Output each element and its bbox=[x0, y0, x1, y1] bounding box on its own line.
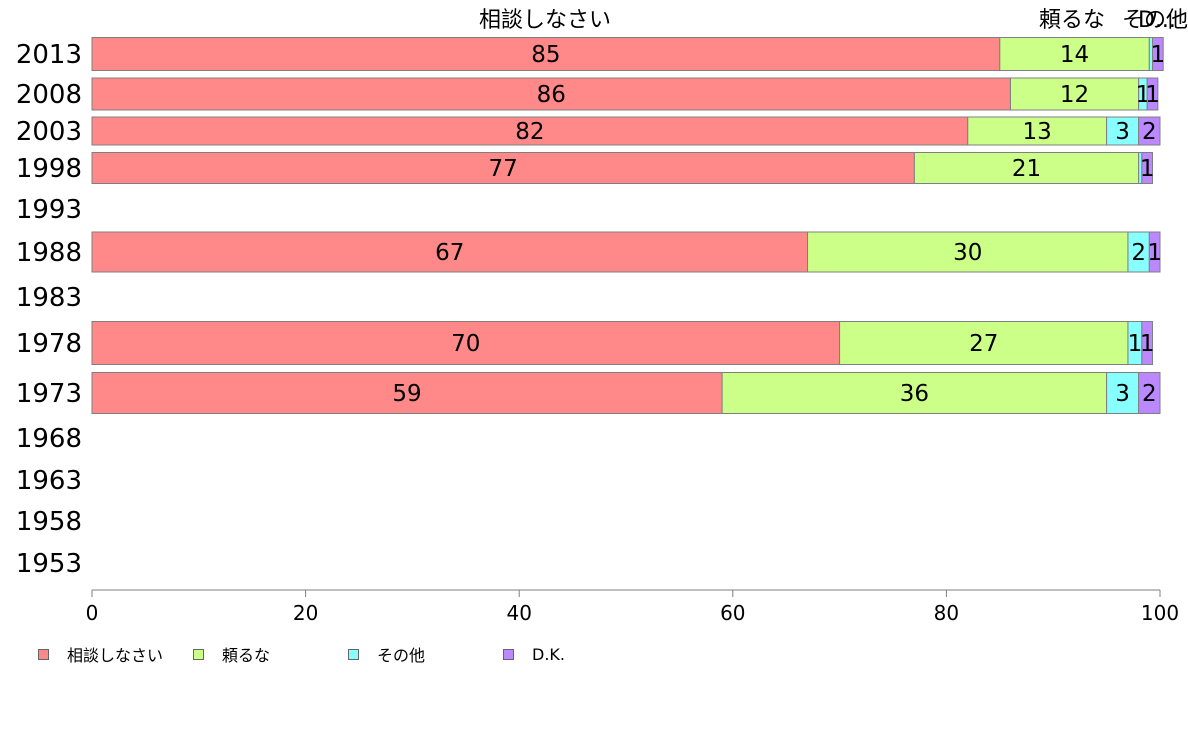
bar-segment bbox=[91, 321, 841, 365]
bar-segment bbox=[913, 152, 1140, 184]
bar-segment bbox=[1106, 372, 1140, 414]
year-label: 1958 bbox=[16, 507, 82, 537]
data-label: 77 bbox=[489, 156, 518, 182]
bar-segment bbox=[91, 116, 969, 146]
data-label: 14 bbox=[1060, 42, 1089, 68]
bar-segment bbox=[1141, 321, 1154, 365]
legend-item-dk: D.K. bbox=[503, 645, 658, 664]
legend-swatch-dk bbox=[503, 648, 514, 660]
legend-item-other: その他 bbox=[348, 642, 503, 666]
year-labels: 2013 2008 2003 1998 1993 1988 1983 1978 1973 1968… bbox=[16, 40, 82, 579]
data-label: 82 bbox=[515, 119, 544, 145]
bar-segment bbox=[721, 372, 1108, 414]
data-label: 67 bbox=[435, 240, 464, 266]
data-label: 30 bbox=[953, 240, 982, 266]
data-label: 36 bbox=[900, 381, 929, 407]
data-label: 1 bbox=[1140, 156, 1155, 182]
bar-row-2008: 86 12 11 bbox=[91, 77, 1160, 111]
bar-segment bbox=[807, 231, 1129, 273]
year-label: 2013 bbox=[16, 40, 82, 70]
legend: 相談しなさい 頼るな その他 D.K. bbox=[38, 642, 678, 666]
data-label: 1 bbox=[1136, 82, 1151, 108]
legend-item-consult: 相談しなさい bbox=[38, 642, 193, 666]
data-label: 2 bbox=[1142, 381, 1157, 407]
year-label: 1968 bbox=[16, 424, 82, 454]
bar-segment bbox=[91, 152, 915, 184]
data-label: 2 bbox=[1131, 240, 1146, 266]
top-series-label: D... bbox=[1138, 8, 1176, 33]
top-series-label: 相談しなさい bbox=[479, 8, 611, 33]
data-label: 70 bbox=[451, 331, 480, 357]
x-tick-label: 0 bbox=[86, 601, 99, 625]
legend-label-other: その他 bbox=[377, 646, 426, 665]
x-axis: 0 20 40 60 80 100 bbox=[86, 589, 1179, 625]
bar-segment bbox=[1146, 77, 1159, 111]
data-label: 1 bbox=[1128, 331, 1143, 357]
x-tick-label: 100 bbox=[1141, 601, 1179, 625]
bar-segment bbox=[91, 37, 1001, 71]
bar-row-2003: 82 13 3 2 bbox=[91, 116, 1161, 146]
data-label: 1 bbox=[1147, 240, 1162, 266]
legend-label-dk: D.K. bbox=[532, 644, 565, 664]
x-tick-label: 40 bbox=[506, 601, 531, 625]
bar-row-1973: 59 36 3 2 bbox=[91, 372, 1161, 414]
data-label: 3 bbox=[1115, 381, 1130, 407]
legend-label-consult: 相談しなさい bbox=[67, 646, 164, 665]
bar-row-1988: 67 30 2 1 bbox=[91, 231, 1162, 273]
year-label: 1963 bbox=[16, 466, 82, 496]
bar-segment bbox=[1141, 152, 1154, 184]
year-label: 1973 bbox=[16, 379, 82, 409]
year-label: 1983 bbox=[16, 283, 82, 313]
year-label: 2008 bbox=[16, 80, 82, 110]
x-tick-label: 20 bbox=[293, 601, 318, 625]
x-tick-label: 60 bbox=[720, 601, 745, 625]
legend-swatch-consult bbox=[38, 648, 49, 660]
year-label: 1998 bbox=[16, 154, 82, 184]
bar-segment bbox=[839, 321, 1129, 365]
year-label: 1978 bbox=[16, 329, 82, 359]
year-label: 1953 bbox=[16, 549, 82, 579]
data-label: 86 bbox=[537, 82, 566, 108]
legend-item-dont-rely: 頼るな bbox=[193, 642, 348, 666]
data-label: 21 bbox=[1012, 156, 1041, 182]
top-series-label: 頼るな bbox=[1039, 8, 1105, 33]
bar-row-1978: 70 27 11 bbox=[91, 321, 1155, 365]
data-label: 1 bbox=[1151, 42, 1166, 68]
bar-segment bbox=[1152, 37, 1164, 71]
legend-swatch-dont-rely bbox=[193, 648, 204, 660]
top-series-labels: 相談しなさい 頼るな その他D... bbox=[479, 8, 1188, 33]
data-label: 13 bbox=[1023, 119, 1052, 145]
data-label: 3 bbox=[1115, 119, 1130, 145]
data-label: 12 bbox=[1060, 82, 1089, 108]
bar-segment bbox=[1138, 372, 1161, 414]
bar-row-1998: 77 21 1 bbox=[91, 152, 1155, 184]
year-label: 1988 bbox=[16, 238, 82, 268]
year-label: 2003 bbox=[16, 117, 82, 147]
data-label: 2 bbox=[1142, 119, 1157, 145]
bar-segment bbox=[91, 77, 1011, 111]
bar-row-2013: 85 14 1 bbox=[91, 37, 1166, 71]
data-label: 85 bbox=[531, 42, 560, 68]
bar-segment bbox=[91, 372, 723, 414]
data-label: 27 bbox=[969, 331, 998, 357]
data-label: 1 bbox=[1145, 82, 1160, 108]
bar-segment bbox=[1138, 116, 1161, 146]
data-label: 1 bbox=[1140, 331, 1155, 357]
legend-label-dont-rely: 頼るな bbox=[222, 646, 271, 665]
x-tick-label: 80 bbox=[934, 601, 959, 625]
bar-segment bbox=[999, 37, 1150, 71]
data-label: 59 bbox=[392, 381, 421, 407]
year-label: 1993 bbox=[16, 195, 82, 225]
top-series-label: その他 bbox=[1122, 8, 1188, 33]
legend-swatch-other bbox=[348, 648, 359, 660]
bar-segment bbox=[1148, 231, 1161, 273]
